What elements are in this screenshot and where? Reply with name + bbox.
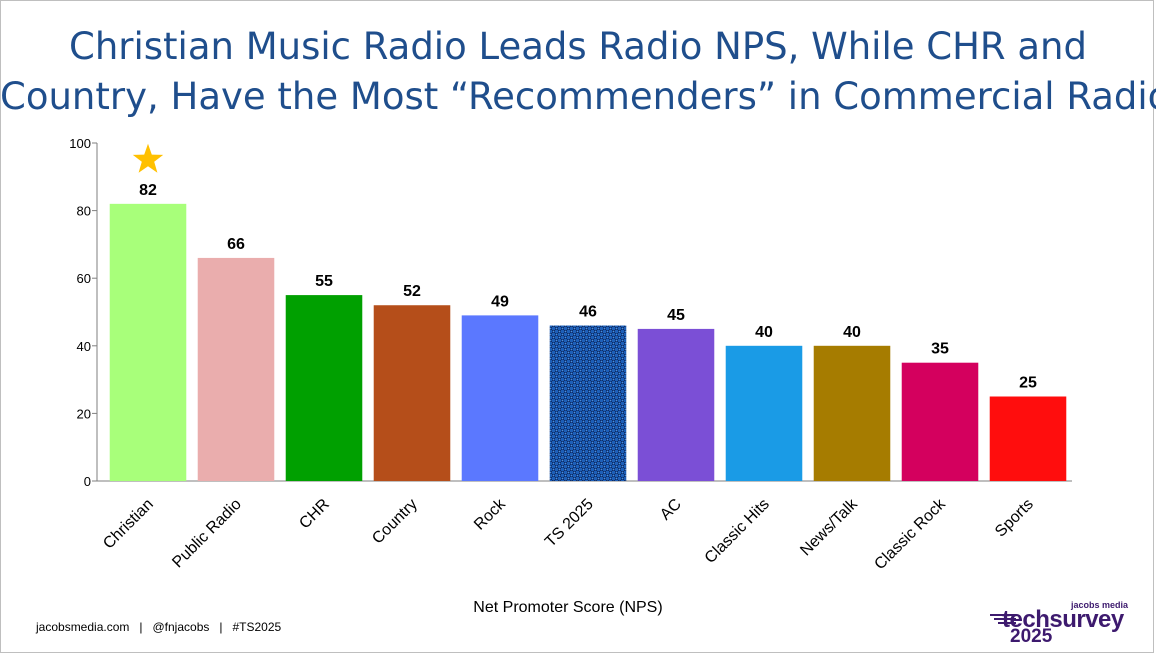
speed-lines-icon (990, 614, 1016, 624)
x-tick-label: AC (657, 496, 685, 524)
x-tick-label: Rock (471, 495, 510, 534)
logo-wordmark: techsurvey (1002, 606, 1124, 633)
data-label: 66 (227, 236, 245, 253)
x-tick-label: Sports (992, 496, 1037, 541)
data-label: 40 (843, 324, 861, 341)
bar (989, 396, 1067, 481)
data-label: 40 (755, 324, 773, 341)
x-tick-label: CHR (296, 496, 333, 533)
x-tick-label: Christian (100, 496, 157, 553)
bar (109, 203, 187, 481)
x-tick-label: TS 2025 (542, 496, 597, 551)
data-label: 49 (491, 293, 509, 310)
data-label: 35 (931, 341, 949, 358)
data-label: 46 (579, 304, 597, 321)
logo-year: 2025 (1010, 626, 1053, 647)
chart-title: Christian Music Radio Leads Radio NPS, W… (0, 22, 1156, 122)
data-label: 25 (1019, 375, 1037, 392)
x-tick-label: Classic Hits (702, 496, 773, 567)
y-tick-label: 60 (77, 271, 91, 286)
chart-title-line-2: Country, Have the Most “Recommenders” in… (0, 75, 1156, 118)
bar (637, 328, 715, 481)
bar (197, 257, 275, 481)
data-label: 45 (667, 307, 685, 324)
bar (285, 295, 363, 481)
bar (725, 345, 803, 481)
y-tick-label: 80 (77, 204, 91, 219)
bar (461, 315, 539, 481)
y-tick-label: 100 (69, 136, 91, 151)
x-tick-label: Classic Rock (871, 495, 949, 573)
data-label: 52 (403, 283, 421, 300)
chart-title-line-1: Christian Music Radio Leads Radio NPS, W… (68, 25, 1087, 68)
bar (373, 305, 451, 481)
x-tick-label: News/Talk (797, 495, 861, 559)
y-tick-label: 0 (84, 474, 91, 489)
star-icon (132, 143, 164, 173)
bar (813, 345, 891, 481)
footer-credits: jacobsmedia.com | @fnjacobs | #TS2025 (36, 620, 282, 634)
y-tick-label: 20 (77, 406, 91, 421)
bar (549, 325, 627, 481)
bar (901, 362, 979, 481)
x-axis-label: Net Promoter Score (NPS) (473, 599, 662, 616)
data-label: 82 (139, 182, 157, 199)
x-tick-label: Public Radio (169, 496, 245, 572)
logo-brand: jacobs media (1070, 600, 1128, 610)
data-label: 55 (315, 273, 333, 290)
x-tick-label: Country (369, 496, 421, 548)
techsurvey-logo: jacobs media techsurvey 2025 (990, 600, 1140, 647)
y-tick-label: 40 (77, 339, 91, 354)
